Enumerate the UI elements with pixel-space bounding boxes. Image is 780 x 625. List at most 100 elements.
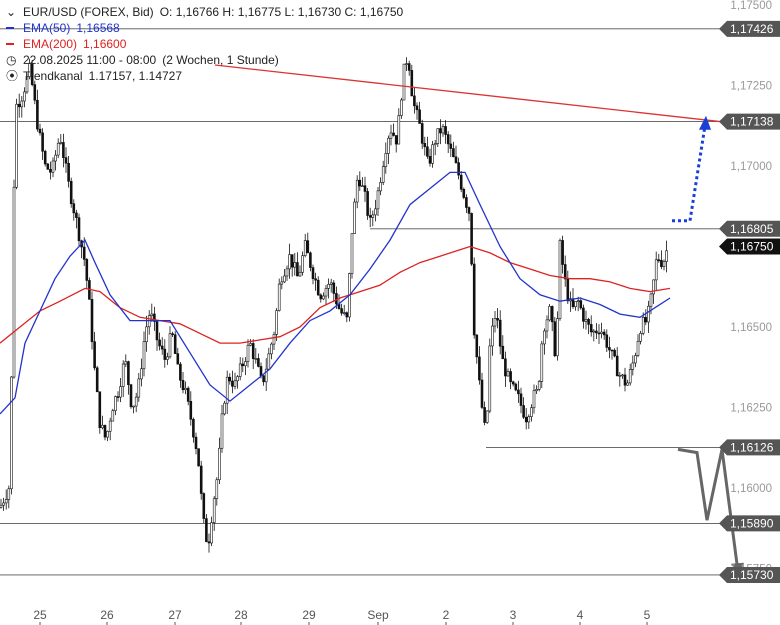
x-tick-label: 29 <box>302 608 316 622</box>
candle-up <box>275 310 278 335</box>
candle-down <box>90 299 94 342</box>
candle-down <box>116 396 120 398</box>
x-tick-label: 5 <box>644 608 651 622</box>
ema50-line <box>0 171 671 415</box>
up-arrow-icon <box>699 115 711 130</box>
candle-down <box>316 279 320 296</box>
candle-down <box>410 70 414 97</box>
candle-down <box>155 321 159 341</box>
candle-down <box>171 333 174 336</box>
candle-up <box>15 103 18 188</box>
projection-up-line <box>672 125 707 223</box>
trend-channel-line <box>214 64 721 123</box>
candle-up <box>327 284 330 289</box>
candle-down <box>319 294 323 300</box>
collapse-chevron-icon[interactable]: ⌄ <box>6 5 17 19</box>
candle-up <box>379 182 382 192</box>
candle-down <box>608 347 611 351</box>
candle-up <box>431 144 434 164</box>
candle-down <box>98 391 102 429</box>
candle-up <box>621 374 624 377</box>
candle-down <box>43 150 47 165</box>
candle-down <box>231 380 234 387</box>
candle-down <box>470 213 473 265</box>
level-badge-bg <box>719 515 780 532</box>
candle-up <box>137 378 141 398</box>
candle-down <box>259 366 263 376</box>
candle-down <box>407 63 411 71</box>
level-badge-bg <box>719 20 780 37</box>
candle-up <box>376 190 380 210</box>
candle-down <box>75 212 78 218</box>
candle-up <box>324 288 328 297</box>
level-badge: 1,17138 <box>719 113 780 130</box>
candle-down <box>85 259 89 281</box>
candle-up <box>639 333 642 342</box>
candle-up <box>121 363 125 387</box>
candle-up <box>540 343 544 382</box>
ohlc-values: O: 1,16766 H: 1,16775 L: 1,16730 C: 1,16… <box>159 5 404 19</box>
candle-down <box>160 345 164 350</box>
candle-down <box>472 263 476 336</box>
candle-up <box>288 254 291 270</box>
y-tick-label: 1,16500 <box>730 322 772 334</box>
candle-down <box>33 84 37 101</box>
candle-up <box>485 410 489 423</box>
candle-down <box>657 259 661 262</box>
candle-down <box>475 334 479 358</box>
candle-up <box>142 341 146 370</box>
candle-up <box>106 430 109 438</box>
candle-up <box>25 76 29 93</box>
y-tick-label: 1,17500 <box>730 0 772 12</box>
chart-legend: ⌄ EUR/USD (FOREX, Bid) O: 1,16766 H: 1,1… <box>6 4 403 84</box>
candle-up <box>23 91 26 102</box>
level-badge-label: 1,15730 <box>730 568 774 582</box>
candle-up <box>20 100 24 108</box>
candle-down <box>480 379 484 408</box>
level-badge-bg <box>719 113 780 130</box>
candle-up <box>530 407 533 417</box>
candle-down <box>553 321 557 357</box>
candle-down <box>207 541 211 544</box>
candle-down <box>589 324 593 333</box>
x-tick-label: 4 <box>577 608 584 622</box>
candle-down <box>459 174 463 190</box>
candle-up <box>488 345 492 412</box>
candle-down <box>72 203 76 214</box>
candle-up <box>397 115 401 145</box>
candle-down <box>41 132 44 152</box>
candle-up <box>342 312 346 314</box>
period-note: (2 Wochen, 1 Stunde) <box>162 53 279 67</box>
candle-down <box>49 168 52 173</box>
candle-down <box>415 105 419 111</box>
candle-up <box>322 295 325 300</box>
level-badge-label: 1,17138 <box>730 115 774 129</box>
candle-up <box>215 479 219 499</box>
candle-up <box>220 413 224 449</box>
candle-up <box>134 396 138 407</box>
candle-down <box>595 330 598 334</box>
candle-up <box>654 259 658 281</box>
candle-down <box>418 109 421 124</box>
candle-down <box>478 356 481 381</box>
candle-up <box>535 389 538 392</box>
candle-down <box>192 418 195 438</box>
level-badge: 1,15890 <box>719 515 780 532</box>
candle-down <box>82 246 86 260</box>
candle-up <box>636 340 640 356</box>
candle-down <box>36 99 39 130</box>
candle-up <box>649 293 653 307</box>
candle-up <box>210 522 213 544</box>
candle-down <box>366 191 369 216</box>
x-tick-label: Sep <box>367 608 389 622</box>
candle-down <box>462 189 466 198</box>
candle-up <box>532 390 536 409</box>
candle-down <box>660 259 663 267</box>
candle-up <box>270 343 273 355</box>
candle-down <box>420 123 424 144</box>
y-tick-label: 1,16000 <box>730 483 772 495</box>
candle-up <box>647 305 650 323</box>
candle-up <box>111 410 115 422</box>
candle-up <box>558 240 562 319</box>
candle-down <box>93 341 96 369</box>
